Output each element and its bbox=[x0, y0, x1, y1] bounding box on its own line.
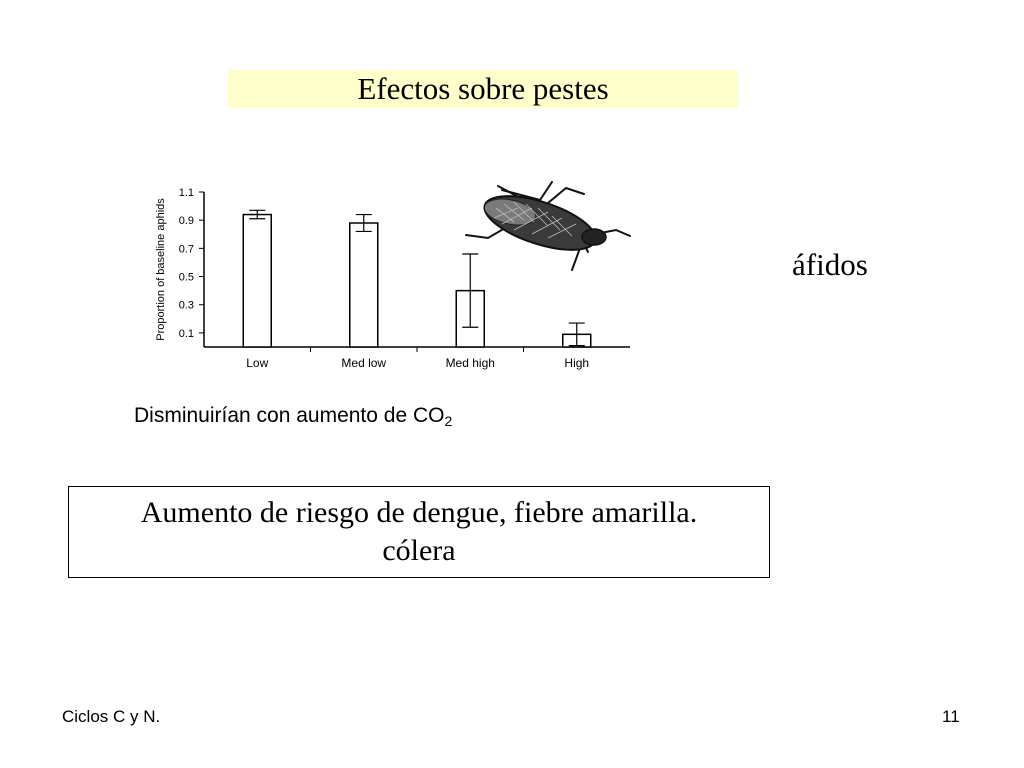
y-tick-label: 1.1 bbox=[179, 187, 194, 199]
chart-caption: Disminuirían con aumento de CO2 bbox=[134, 404, 452, 429]
aphid-bar-chart: 0.1 0.3 0.5 0.7 0.9 1.1 Proportion of baseline… bbox=[140, 178, 640, 378]
title-band: Efectos sobre pestes bbox=[228, 70, 738, 108]
y-axis-label: Proportion of baseline aphids bbox=[155, 198, 167, 341]
insect-label: áfidos bbox=[792, 247, 868, 282]
aphid-drawing bbox=[465, 181, 631, 271]
x-tick-label: Low bbox=[246, 356, 268, 370]
y-tick-label: 0.3 bbox=[179, 300, 194, 312]
risk-box: Aumento de riesgo de dengue, fiebre amar… bbox=[68, 486, 770, 578]
risk-text: Aumento de riesgo de dengue, fiebre amar… bbox=[141, 494, 697, 570]
chart-svg: 0.1 0.3 0.5 0.7 0.9 1.1 Proportion of baseline… bbox=[155, 187, 630, 370]
x-tick-label: High bbox=[564, 356, 589, 370]
caption-text: Disminuirían con aumento de CO bbox=[134, 404, 445, 427]
slide-title: Efectos sobre pestes bbox=[357, 71, 609, 106]
y-tick-label: 0.1 bbox=[179, 328, 194, 340]
x-tick-label: Med high bbox=[446, 356, 495, 370]
bar bbox=[242, 213, 272, 348]
y-tick-label: 0.5 bbox=[179, 272, 194, 284]
y-tick-label: 0.7 bbox=[179, 243, 194, 255]
x-tick-label: Med low bbox=[341, 356, 386, 370]
risk-text-line1: Aumento de riesgo de dengue, fiebre amar… bbox=[140, 496, 698, 529]
bar bbox=[349, 222, 379, 348]
y-tick-label: 0.9 bbox=[179, 215, 194, 227]
footer-left: Ciclos C y N. bbox=[62, 707, 161, 726]
aphid-icon bbox=[440, 178, 640, 274]
risk-text-line2: cólera bbox=[382, 534, 456, 567]
caption-subscript: 2 bbox=[444, 413, 453, 429]
page-number: 11 bbox=[942, 707, 960, 726]
